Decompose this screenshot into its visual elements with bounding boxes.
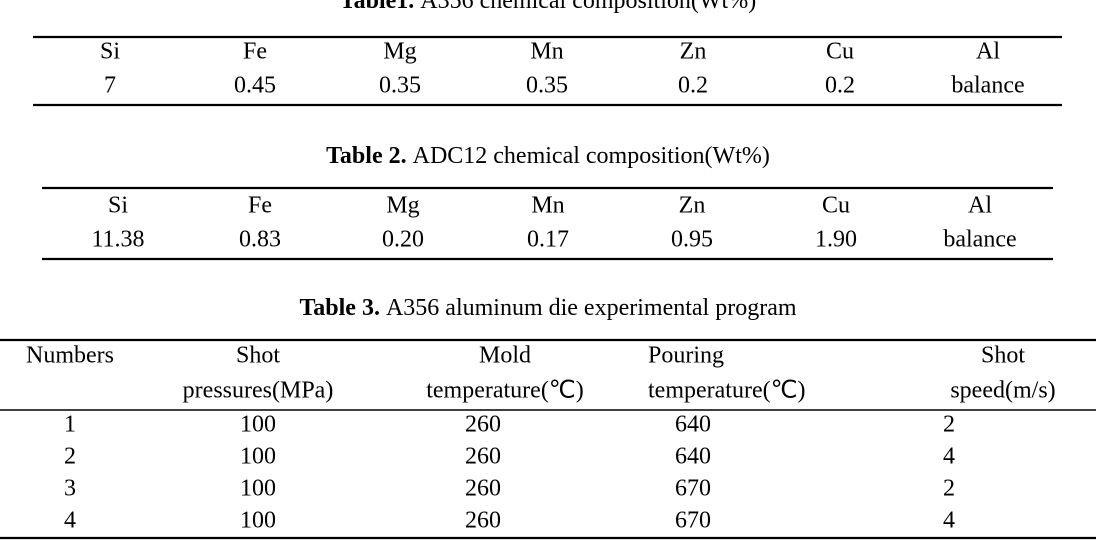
header-cell: Cu xyxy=(822,193,850,219)
table-cell: 640 xyxy=(675,444,711,470)
table-cell: 100 xyxy=(240,476,276,502)
header-cell: temperature(℃) xyxy=(426,378,584,404)
table-caption: Table 2. ADC12 chemical composition(Wt%) xyxy=(326,143,770,169)
caption-label: Table 2. xyxy=(326,143,406,169)
header-cell: Si xyxy=(108,193,128,219)
caption-text: A356 chemical composition(Wt%) xyxy=(420,0,756,14)
table-cell: 4 xyxy=(64,508,76,534)
caption-text: A356 aluminum die experimental program xyxy=(386,295,797,321)
table-cell: 0.2 xyxy=(678,73,708,99)
header-cell: Mn xyxy=(531,193,564,219)
table-cell: 1 xyxy=(64,412,76,438)
header-cell: Cu xyxy=(826,39,854,65)
table-cell: 2 xyxy=(64,444,76,470)
table-caption: Table1. A356 chemical composition(Wt%) xyxy=(340,0,756,14)
table-cell: 0.2 xyxy=(825,73,855,99)
table-cell: 0.45 xyxy=(234,73,276,99)
header-cell: Numbers xyxy=(26,343,114,369)
table-cell: 0.95 xyxy=(671,227,713,253)
caption-label: Table 3. xyxy=(299,295,379,321)
table-cell: 3 xyxy=(64,476,76,502)
header-cell: Mold xyxy=(479,343,531,369)
header-cell: speed(m/s) xyxy=(950,378,1055,404)
table-cell: 0.20 xyxy=(382,227,424,253)
table-cell: 1.90 xyxy=(815,227,857,253)
caption-label: Table1. xyxy=(340,0,414,14)
table-cell: 4 xyxy=(943,444,955,470)
table-cell: 7 xyxy=(104,73,116,99)
table-cell: 260 xyxy=(465,412,501,438)
header-cell: Mg xyxy=(386,193,419,219)
header-cell: Pouring xyxy=(648,343,724,369)
table-cell: balance xyxy=(951,73,1024,99)
table-cell: 640 xyxy=(675,412,711,438)
header-cell: Shot xyxy=(236,343,280,369)
table-cell: 0.35 xyxy=(379,73,421,99)
header-cell: Fe xyxy=(248,193,272,219)
table-cell: 2 xyxy=(943,412,955,438)
table-cell: 0.17 xyxy=(527,227,569,253)
table-cell: 100 xyxy=(240,412,276,438)
header-cell: Mn xyxy=(530,39,563,65)
header-cell: Shot xyxy=(981,343,1025,369)
table-cell: 100 xyxy=(240,444,276,470)
header-cell: Al xyxy=(968,193,992,219)
table-cell: 0.35 xyxy=(526,73,568,99)
table-cell: 260 xyxy=(465,444,501,470)
header-cell: Si xyxy=(100,39,120,65)
table-cell: 11.38 xyxy=(91,227,144,253)
header-cell: temperature(℃) xyxy=(648,378,806,404)
header-cell: pressures(MPa) xyxy=(183,378,334,404)
header-cell: Al xyxy=(976,39,1000,65)
table-cell: 4 xyxy=(943,508,955,534)
table-cell: 260 xyxy=(465,476,501,502)
table-caption: Table 3. A356 aluminum die experimental p… xyxy=(299,295,796,321)
table-cell: 670 xyxy=(675,476,711,502)
table-cell: 0.83 xyxy=(239,227,281,253)
table-cell: 2 xyxy=(943,476,955,502)
table-cell: 670 xyxy=(675,508,711,534)
table-cell: 100 xyxy=(240,508,276,534)
header-cell: Zn xyxy=(679,193,706,219)
table-cell: 260 xyxy=(465,508,501,534)
header-cell: Fe xyxy=(243,39,267,65)
caption-text: ADC12 chemical composition(Wt%) xyxy=(413,143,770,169)
header-cell: Mg xyxy=(383,39,416,65)
header-cell: Zn xyxy=(680,39,707,65)
table-cell: balance xyxy=(943,227,1016,253)
